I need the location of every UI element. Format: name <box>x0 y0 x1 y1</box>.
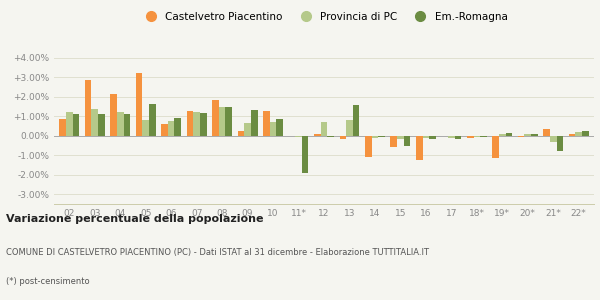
Bar <box>506 133 512 136</box>
Bar <box>149 103 155 136</box>
Bar <box>302 136 308 173</box>
Bar <box>187 111 193 136</box>
Bar <box>314 134 320 136</box>
Bar <box>136 73 142 136</box>
Bar <box>473 136 480 137</box>
Bar <box>244 123 251 136</box>
Bar <box>353 104 359 136</box>
Bar <box>575 132 582 136</box>
Text: (*) post-censimento: (*) post-censimento <box>6 278 89 286</box>
Bar <box>238 131 244 136</box>
Bar <box>73 114 79 136</box>
Bar <box>142 120 149 136</box>
Bar <box>226 107 232 136</box>
Bar <box>518 136 524 137</box>
Bar <box>98 114 104 136</box>
Bar <box>85 80 91 136</box>
Bar <box>251 110 257 136</box>
Bar <box>340 136 346 139</box>
Bar <box>346 120 353 136</box>
Bar <box>277 119 283 136</box>
Bar <box>550 136 557 142</box>
Bar <box>448 136 455 138</box>
Bar <box>416 136 422 160</box>
Bar <box>569 134 575 136</box>
Bar <box>193 112 200 136</box>
Bar <box>582 131 589 136</box>
Bar <box>212 100 219 136</box>
Bar <box>499 134 506 136</box>
Bar <box>544 129 550 136</box>
Bar <box>422 136 429 138</box>
Bar <box>161 124 168 136</box>
Bar <box>391 136 397 147</box>
Bar <box>175 118 181 136</box>
Bar <box>168 121 175 136</box>
Bar <box>557 136 563 151</box>
Bar <box>91 110 98 136</box>
Bar <box>365 136 371 157</box>
Bar <box>378 136 385 137</box>
Legend: Castelvetro Piacentino, Provincia di PC, Em.-Romagna: Castelvetro Piacentino, Provincia di PC,… <box>138 10 510 24</box>
Bar <box>66 112 73 136</box>
Bar <box>110 94 117 136</box>
Bar <box>219 106 226 136</box>
Bar <box>59 119 66 136</box>
Text: COMUNE DI CASTELVETRO PIACENTINO (PC) - Dati ISTAT al 31 dicembre - Elaborazione: COMUNE DI CASTELVETRO PIACENTINO (PC) - … <box>6 248 429 256</box>
Bar <box>531 134 538 136</box>
Bar <box>371 136 378 138</box>
Bar <box>524 134 531 136</box>
Bar <box>320 122 328 136</box>
Bar <box>200 113 206 136</box>
Bar <box>117 112 124 136</box>
Bar <box>295 136 302 137</box>
Bar <box>397 136 404 139</box>
Bar <box>263 111 270 136</box>
Bar <box>467 136 473 138</box>
Bar <box>328 136 334 137</box>
Bar <box>480 136 487 137</box>
Bar <box>429 136 436 139</box>
Bar <box>455 136 461 139</box>
Bar <box>270 122 277 136</box>
Text: Variazione percentuale della popolazione: Variazione percentuale della popolazione <box>6 214 263 224</box>
Bar <box>124 114 130 136</box>
Bar <box>404 136 410 146</box>
Bar <box>493 136 499 158</box>
